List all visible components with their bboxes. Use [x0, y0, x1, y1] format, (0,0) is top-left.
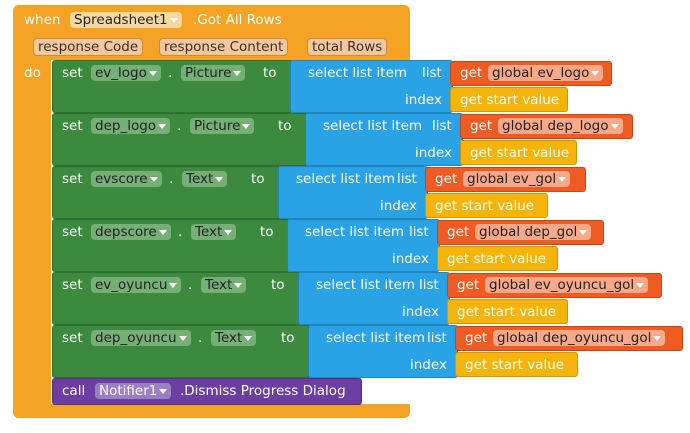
get-keyword: get: [460, 65, 483, 81]
property-dropdown[interactable]: Text: [191, 224, 237, 240]
property-dropdown[interactable]: Text: [182, 171, 228, 187]
select-list-item-block[interactable]: [298, 272, 450, 325]
when-keyword: when: [24, 12, 61, 28]
index-value: get start value: [457, 304, 557, 320]
component-dropdown[interactable]: ev_logo: [91, 65, 161, 81]
get-start-value-block[interactable]: [447, 299, 568, 324]
event-footer: [13, 404, 410, 418]
component-dropdown[interactable]: Spreadsheet1: [70, 12, 182, 28]
to-keyword: to: [263, 65, 277, 81]
index-label: index: [405, 92, 442, 108]
dot: .: [168, 65, 173, 81]
variable-dropdown[interactable]: global ev_logo: [488, 65, 604, 81]
dot: .: [178, 224, 183, 240]
variable-dropdown[interactable]: global dep_gol: [475, 224, 592, 240]
set-keyword: set: [62, 65, 83, 81]
parameter[interactable]: total Rows: [307, 38, 388, 56]
component-dropdown[interactable]: Notifier1: [95, 383, 172, 399]
dot: .: [177, 118, 182, 134]
dot: .: [169, 171, 174, 187]
call-keyword: call: [62, 383, 86, 399]
index-label: index: [392, 251, 429, 267]
variable-dropdown[interactable]: global ev_gol: [463, 171, 571, 187]
get-keyword: get: [457, 277, 480, 293]
do-keyword: do: [24, 65, 41, 81]
property-dropdown[interactable]: Picture: [190, 118, 255, 134]
list-label: list: [427, 330, 447, 346]
list-label: list: [419, 277, 439, 293]
index-label: index: [402, 304, 439, 320]
get-keyword: get: [470, 118, 493, 134]
property-dropdown[interactable]: Text: [201, 277, 247, 293]
dot: .: [188, 277, 193, 293]
index-value: get start value: [447, 251, 547, 267]
property-dropdown[interactable]: Text: [211, 330, 257, 346]
to-keyword: to: [260, 224, 274, 240]
dot: .: [198, 330, 203, 346]
to-keyword: to: [271, 277, 285, 293]
get-keyword: get: [447, 224, 470, 240]
list-label: list: [409, 224, 429, 240]
index-label: index: [410, 357, 447, 373]
event-name: .Got All Rows: [193, 12, 282, 28]
property-dropdown[interactable]: Picture: [181, 65, 246, 81]
index-label: index: [380, 198, 417, 214]
to-keyword: to: [278, 118, 292, 134]
get-start-value-block[interactable]: [425, 193, 548, 218]
get-keyword: get: [465, 330, 488, 346]
set-keyword: set: [62, 330, 83, 346]
get-start-value-block[interactable]: [460, 140, 577, 165]
index-value: get start value: [465, 357, 565, 373]
set-keyword: set: [62, 277, 83, 293]
select-list-item-block[interactable]: [278, 166, 428, 219]
select-label: select list item: [308, 65, 408, 81]
event-side: [13, 5, 51, 418]
index-value: get start value: [435, 198, 535, 214]
variable-dropdown[interactable]: global ev_oyuncu_gol: [485, 277, 649, 293]
select-list-item-block[interactable]: [290, 60, 453, 113]
component-dropdown[interactable]: ev_oyuncu: [91, 277, 182, 293]
index-label: index: [415, 145, 452, 161]
variable-dropdown[interactable]: global dep_logo: [498, 118, 623, 134]
get-start-value-block[interactable]: [455, 352, 578, 377]
list-label: list: [432, 118, 452, 134]
set-keyword: set: [62, 224, 83, 240]
method-name: .Dismiss Progress Dialog: [180, 383, 346, 399]
get-start-value-block[interactable]: [437, 246, 558, 271]
set-block[interactable]: [52, 60, 294, 113]
component-dropdown[interactable]: dep_logo: [91, 118, 171, 134]
select-label: select list item: [305, 224, 405, 240]
select-list-item-block[interactable]: [305, 113, 463, 166]
select-list-item-block[interactable]: [308, 325, 458, 378]
get-keyword: get: [435, 171, 458, 187]
get-start-value-block[interactable]: [450, 87, 568, 112]
set-keyword: set: [62, 171, 83, 187]
to-keyword: to: [281, 330, 295, 346]
to-keyword: to: [251, 171, 265, 187]
set-block[interactable]: [52, 166, 282, 219]
component-dropdown[interactable]: evscore: [91, 171, 162, 187]
list-label: list: [422, 65, 442, 81]
select-label: select list item: [326, 330, 426, 346]
set-block[interactable]: [52, 219, 291, 272]
select-label: select list item: [296, 171, 396, 187]
select-label: select list item: [316, 277, 416, 293]
index-value: get start value: [460, 92, 560, 108]
select-list-item-block[interactable]: [287, 219, 440, 272]
parameter[interactable]: response Content: [159, 38, 289, 56]
select-label: select list item: [323, 118, 423, 134]
set-keyword: set: [62, 118, 83, 134]
parameter[interactable]: response Code: [33, 38, 144, 56]
component-dropdown[interactable]: depscore: [91, 224, 171, 240]
index-value: get start value: [470, 145, 570, 161]
component-dropdown[interactable]: dep_oyuncu: [91, 330, 191, 346]
variable-dropdown[interactable]: global dep_oyuncu_gol: [493, 330, 666, 346]
list-label: list: [397, 171, 417, 187]
